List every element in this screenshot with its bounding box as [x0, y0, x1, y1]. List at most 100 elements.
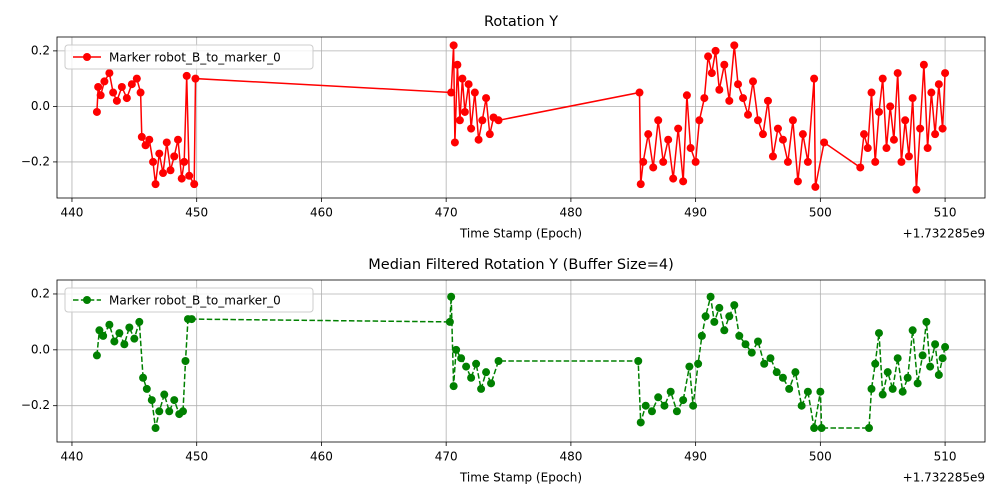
- data-point: [735, 331, 744, 340]
- data-point: [753, 337, 762, 346]
- legend-label: Marker robot_B_to_marker_0: [109, 51, 281, 65]
- data-point: [811, 182, 820, 191]
- data-point: [127, 80, 136, 89]
- data-point: [494, 116, 503, 125]
- data-point: [636, 418, 645, 427]
- data-point: [449, 382, 458, 391]
- data-point: [132, 74, 141, 83]
- data-point: [162, 138, 171, 147]
- data-point: [730, 301, 739, 310]
- data-point: [447, 292, 456, 301]
- data-point: [447, 88, 456, 97]
- x-tick-label: 510: [934, 450, 957, 464]
- data-point: [747, 348, 756, 357]
- axes-frame: [56, 279, 986, 443]
- data-point: [778, 373, 787, 382]
- data-point: [931, 340, 940, 349]
- data-point: [180, 157, 189, 166]
- legend: Marker robot_B_to_marker_0: [64, 287, 314, 313]
- data-point: [649, 163, 658, 172]
- data-point: [707, 69, 716, 78]
- data-point: [115, 329, 124, 338]
- data-point: [773, 124, 782, 133]
- data-point: [109, 88, 118, 97]
- x-tick-label: 460: [310, 450, 333, 464]
- data-point: [772, 368, 781, 377]
- data-point: [927, 88, 936, 97]
- data-point: [467, 124, 476, 133]
- data-point: [918, 351, 927, 360]
- data-point: [147, 396, 156, 405]
- data-point: [485, 130, 494, 139]
- data-point: [641, 401, 650, 410]
- data-point: [820, 138, 829, 147]
- data-point: [166, 166, 175, 175]
- x-tick-label: 480: [559, 450, 582, 464]
- data-point: [695, 116, 704, 125]
- data-point: [487, 379, 496, 388]
- data-point: [453, 60, 462, 69]
- data-point: [460, 107, 469, 116]
- data-point: [923, 144, 932, 153]
- data-point: [445, 317, 454, 326]
- x-tick-label: 490: [684, 450, 707, 464]
- data-point: [715, 303, 724, 312]
- data-point: [149, 157, 158, 166]
- data-point: [654, 116, 663, 125]
- data-point: [635, 88, 644, 97]
- x-tick-label: 480: [559, 206, 582, 220]
- data-point: [165, 407, 174, 416]
- legend-marker: [83, 296, 91, 304]
- data-point: [142, 384, 151, 393]
- data-point: [934, 370, 943, 379]
- x-tick-label: 510: [934, 206, 957, 220]
- x-tick-label: 450: [185, 206, 208, 220]
- data-point: [874, 107, 883, 116]
- data-point: [734, 80, 743, 89]
- data-point: [470, 88, 479, 97]
- data-point: [474, 135, 483, 144]
- data-point: [94, 82, 103, 91]
- data-point: [185, 171, 194, 180]
- data-point: [701, 312, 710, 321]
- chart-title: Median Filtered Rotation Y (Buffer Size=…: [368, 257, 673, 273]
- data-point: [685, 362, 694, 371]
- data-point: [136, 88, 145, 97]
- data-point: [482, 368, 491, 377]
- data-point: [462, 362, 471, 371]
- data-point: [139, 373, 148, 382]
- data-point: [92, 351, 101, 360]
- data-point: [452, 345, 461, 354]
- data-point: [888, 384, 897, 393]
- data-point: [100, 77, 109, 86]
- data-point: [912, 185, 921, 194]
- data-point: [720, 60, 729, 69]
- data-point: [810, 74, 819, 83]
- data-point: [704, 52, 713, 61]
- data-point: [758, 130, 767, 139]
- data-point: [639, 157, 648, 166]
- data-point: [922, 317, 931, 326]
- data-point: [904, 152, 913, 161]
- data-point: [691, 157, 700, 166]
- data-point: [151, 180, 160, 189]
- data-point: [92, 107, 101, 116]
- y-tick-label: 0.2: [31, 286, 50, 300]
- data-point: [659, 157, 668, 166]
- data-point: [878, 74, 887, 83]
- data-point: [763, 96, 772, 105]
- data-point: [867, 88, 876, 97]
- data-point: [145, 135, 154, 144]
- x-tick-label: 440: [61, 206, 84, 220]
- data-point: [178, 407, 187, 416]
- data-point: [898, 387, 907, 396]
- data-point: [190, 180, 199, 189]
- data-point: [871, 157, 880, 166]
- data-point: [791, 368, 800, 377]
- data-point: [941, 343, 950, 352]
- data-point: [783, 157, 792, 166]
- data-point: [682, 91, 691, 100]
- data-point: [660, 401, 669, 410]
- legend: Marker robot_B_to_marker_0: [64, 44, 314, 70]
- data-point: [477, 384, 486, 393]
